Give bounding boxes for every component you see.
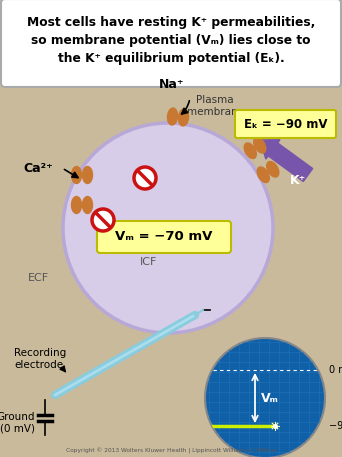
Text: −90 mV: −90 mV <box>329 421 342 431</box>
Ellipse shape <box>168 108 177 125</box>
Text: Vₘ = −70 mV: Vₘ = −70 mV <box>115 230 213 244</box>
Text: Eₖ = −90 mV: Eₖ = −90 mV <box>244 117 328 131</box>
Text: ECF: ECF <box>28 273 49 283</box>
FancyBboxPatch shape <box>97 221 231 253</box>
Circle shape <box>63 123 273 333</box>
Circle shape <box>205 338 325 457</box>
Circle shape <box>92 209 114 231</box>
Text: Most cells have resting K⁺ permeabilities,: Most cells have resting K⁺ permeabilitie… <box>27 16 315 29</box>
FancyBboxPatch shape <box>235 110 336 138</box>
FancyArrow shape <box>260 140 313 181</box>
Text: Vₘ: Vₘ <box>261 392 279 404</box>
FancyBboxPatch shape <box>1 0 341 87</box>
Ellipse shape <box>179 109 188 126</box>
Text: Recording
electrode: Recording electrode <box>14 348 66 371</box>
Text: Copyright © 2013 Wolters Kluwer Health | Lippincott Williams & Wilkins: Copyright © 2013 Wolters Kluwer Health |… <box>66 448 276 454</box>
Text: the K⁺ equilibrium potential (Eₖ).: the K⁺ equilibrium potential (Eₖ). <box>57 52 285 65</box>
Ellipse shape <box>71 197 81 213</box>
Ellipse shape <box>244 143 256 159</box>
Text: so membrane potential (Vₘ) lies close to: so membrane potential (Vₘ) lies close to <box>31 34 311 47</box>
Ellipse shape <box>71 166 81 184</box>
Ellipse shape <box>82 166 92 184</box>
Ellipse shape <box>257 167 269 182</box>
Circle shape <box>134 167 156 189</box>
Text: K⁺: K⁺ <box>290 175 306 187</box>
Ellipse shape <box>254 138 266 153</box>
Text: Ground
(0 mV): Ground (0 mV) <box>0 412 35 434</box>
Text: ICF: ICF <box>140 257 157 267</box>
Text: Na⁺: Na⁺ <box>159 78 185 91</box>
Text: 0 mV: 0 mV <box>329 365 342 375</box>
Ellipse shape <box>82 197 92 213</box>
Text: Ca²⁺: Ca²⁺ <box>23 161 53 175</box>
Ellipse shape <box>267 161 279 177</box>
Text: Plasma
membrane: Plasma membrane <box>186 95 244 117</box>
